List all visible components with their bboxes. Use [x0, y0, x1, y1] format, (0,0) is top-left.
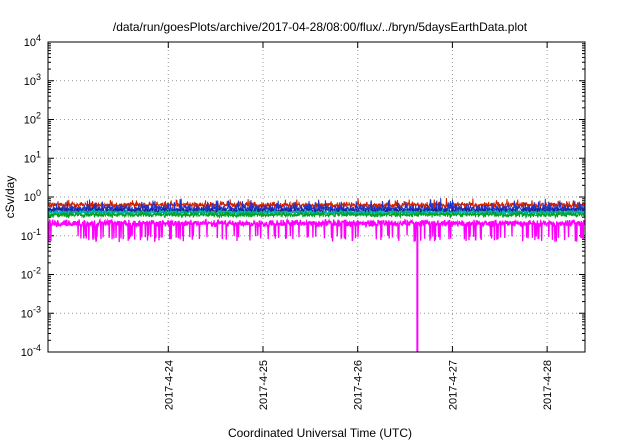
y-tick-label: 103 — [24, 72, 41, 88]
y-tick-label: 10-4 — [21, 343, 41, 359]
y-tick-label: 101 — [24, 149, 41, 165]
x-tick-label: 2017-4-25 — [258, 360, 270, 410]
y-tick-label: 104 — [24, 33, 41, 49]
flux-cyan — [47, 208, 586, 217]
y-tick-label: 100 — [24, 188, 41, 204]
y-tick-label: 102 — [24, 111, 41, 127]
gridlines — [48, 41, 585, 353]
x-tick-label: 2017-4-24 — [163, 360, 175, 410]
x-tick-label: 2017-4-26 — [353, 360, 365, 410]
y-axis-title: cSv/day — [3, 176, 17, 219]
flux-green — [47, 210, 586, 220]
x-tick-label: 2017-4-28 — [542, 360, 554, 410]
x-axis: 2017-4-24 2017-4-25 2017-4-26 2017-4-27 2017… — [163, 42, 554, 410]
x-tick-label: 2017-4-27 — [447, 360, 459, 410]
y-tick-label: 10-2 — [21, 266, 41, 282]
x-axis-title: Coordinated Universal Time (UTC) — [228, 426, 412, 440]
y-tick-label: 10-1 — [21, 227, 41, 243]
plot-border — [47, 41, 586, 353]
flux-magenta — [47, 217, 586, 243]
chart-title: /data/run/goesPlots/archive/2017-04-28/0… — [113, 20, 528, 34]
y-axis: 104 103 102 101 100 10-1 10-2 10-3 10-4 — [21, 33, 585, 359]
data-series — [47, 197, 586, 352]
y-tick-label: 10-3 — [21, 304, 41, 320]
